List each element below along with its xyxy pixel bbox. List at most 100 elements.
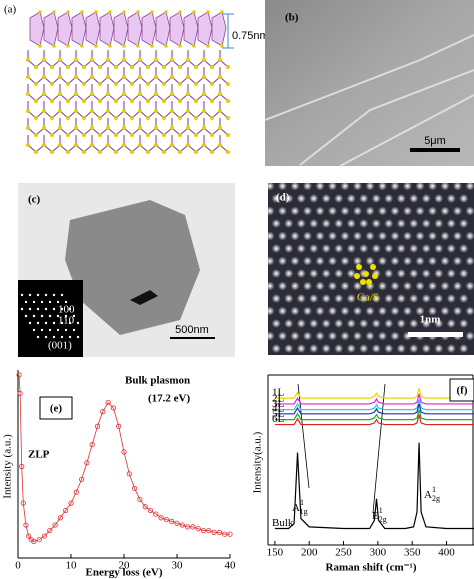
atom-column: [315, 181, 325, 191]
spot: [48, 300, 52, 304]
atom-column: [378, 331, 387, 341]
atom-column: [359, 244, 369, 253]
atom: [90, 58, 94, 62]
data-point: [116, 423, 122, 429]
atom-column: [365, 331, 375, 341]
data-point: [163, 516, 169, 523]
atom: [162, 99, 166, 103]
data-point: [110, 405, 117, 411]
atom: [202, 109, 206, 113]
atom: [74, 92, 78, 96]
diffraction-spots: [20, 293, 80, 339]
atom-column: [421, 344, 431, 353]
atom-column: [390, 206, 400, 216]
atom-column: [403, 306, 412, 316]
atom: [146, 116, 150, 120]
atom: [94, 44, 98, 48]
atom-column: [409, 319, 419, 328]
atom-column: [390, 331, 400, 341]
atom: [218, 143, 222, 147]
atom-column: [290, 206, 300, 216]
atom-column: [384, 294, 394, 303]
atom-column: [353, 306, 362, 316]
spot: [60, 307, 64, 311]
atom-column: [309, 219, 319, 228]
atom-column: [278, 181, 287, 191]
atom: [114, 65, 118, 69]
atom-column: [278, 331, 287, 341]
atom-column: [284, 194, 294, 203]
data-point: [147, 507, 154, 514]
atom-column: [459, 244, 469, 253]
atom-column: [265, 231, 275, 241]
series-label: 2L: [272, 392, 285, 404]
spot: [76, 321, 80, 325]
panel-label: (a): [4, 4, 17, 16]
spot: [68, 321, 72, 325]
x-tick-label: 300: [370, 547, 387, 559]
atom-column: [365, 256, 375, 266]
atom-column: [284, 244, 294, 253]
atom-column: [309, 319, 319, 328]
atom-column: [290, 256, 300, 266]
atom-column: [378, 306, 387, 316]
peak-base: A: [424, 489, 432, 501]
atom-column: [321, 244, 331, 253]
atom-column: [421, 319, 431, 328]
data-point: [105, 399, 111, 406]
atom-column: [309, 194, 319, 203]
data-point: [41, 533, 48, 539]
atom-column: [409, 294, 419, 303]
atom: [90, 109, 94, 113]
x-tick-label: 400: [438, 547, 455, 559]
peak-base: E: [372, 510, 379, 522]
panel-label: (b): [285, 12, 299, 24]
atom-column: [465, 331, 474, 341]
atom-column: [315, 256, 325, 266]
atom: [136, 10, 140, 14]
sem-features: [264, 34, 474, 167]
atom-column: [353, 331, 362, 341]
atom-column: [371, 294, 381, 303]
atom-column: [271, 294, 281, 303]
atom-column: [265, 206, 275, 216]
atom-column: [290, 231, 300, 241]
spot: [40, 300, 44, 304]
atom-column: [421, 194, 431, 203]
atom: [66, 82, 70, 86]
data-point: [94, 423, 101, 429]
atom: [58, 92, 62, 96]
peak-sup: 1: [379, 506, 383, 515]
atom: [90, 126, 94, 130]
atom: [90, 143, 94, 147]
atom-column: [428, 206, 437, 216]
atom-column: [340, 206, 350, 216]
atom: [98, 133, 102, 137]
atom-column: [353, 231, 362, 241]
atom-column: [465, 281, 474, 291]
highlight-atom: [372, 273, 378, 279]
data-point: [137, 496, 143, 503]
atom: [34, 150, 38, 154]
atom: [194, 65, 198, 69]
atom: [170, 58, 174, 62]
data-point: [158, 515, 164, 521]
atom: [98, 150, 102, 154]
atom-column: [446, 194, 456, 203]
atom: [226, 82, 230, 86]
atom: [226, 65, 230, 69]
atom-column: [396, 294, 406, 303]
highlight-atom: [354, 273, 360, 279]
polyhedron: [183, 11, 199, 47]
y-axis-label: Intensity(a.u.): [252, 431, 264, 493]
atom-column: [371, 344, 381, 353]
atom-column: [371, 244, 381, 253]
inset-label: 100: [58, 304, 75, 316]
atom: [154, 75, 158, 79]
atom-column: [303, 331, 312, 341]
atom-column: [371, 319, 381, 328]
atom: [210, 116, 214, 120]
atom-column: [434, 319, 444, 328]
atom-column: [428, 306, 437, 316]
atom-column: [446, 319, 456, 328]
